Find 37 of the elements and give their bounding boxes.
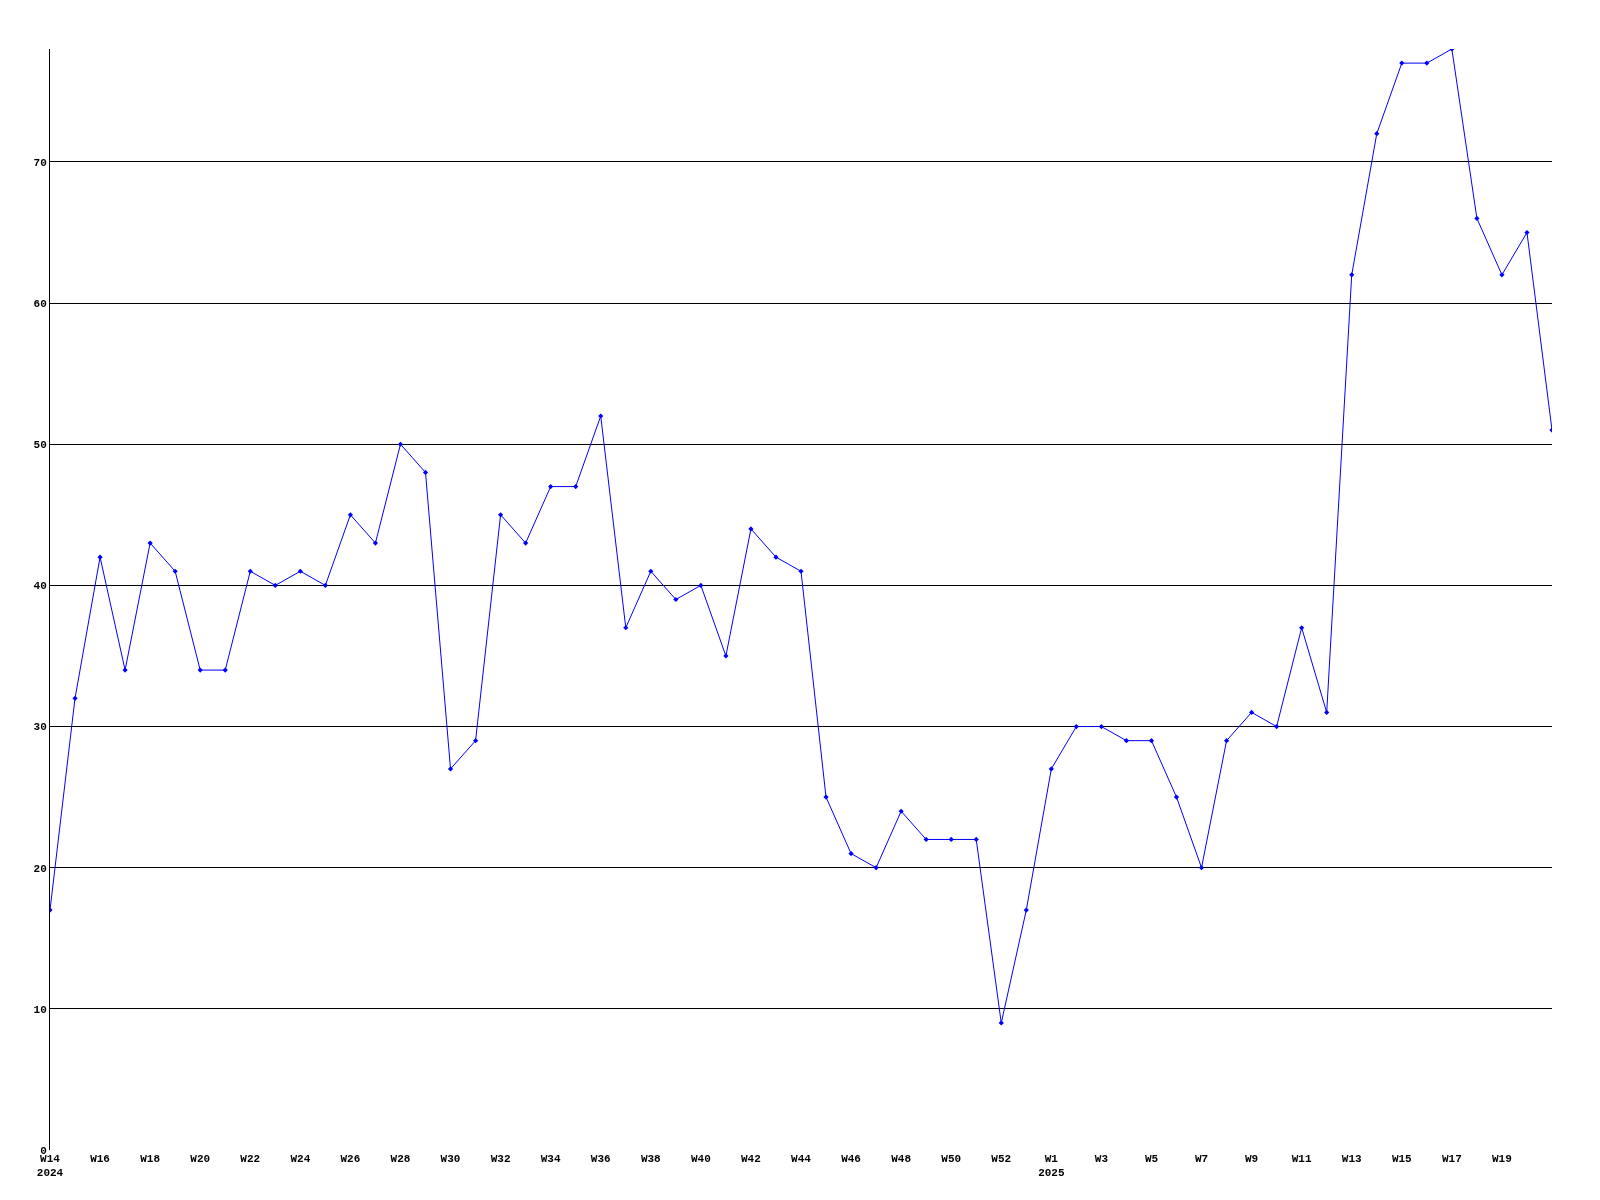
x-tick-label: W9 xyxy=(1245,1153,1259,1165)
x-tick-label: W48 xyxy=(891,1153,912,1165)
x-tick-label: W5 xyxy=(1144,1153,1159,1165)
x-tick-label: W19 xyxy=(1492,1153,1512,1165)
x-tick-label: W46 xyxy=(841,1153,861,1165)
x-tick-label: W13 xyxy=(1341,1153,1363,1165)
x-tick-label: W17 xyxy=(1441,1153,1462,1165)
y-tick-label: 30 xyxy=(33,721,47,734)
x-tick-label: W7 xyxy=(1194,1153,1209,1165)
x-tick-label: W11 xyxy=(1291,1153,1312,1165)
x-tick-label: W36 xyxy=(590,1153,611,1165)
x-tick-label: W28 xyxy=(390,1153,411,1165)
x-tick-label: W1 2025 xyxy=(1038,1153,1065,1180)
x-tick-label: W44 xyxy=(791,1153,812,1165)
y-tick-label: 40 xyxy=(33,580,47,593)
y-tick-label: 20 xyxy=(33,862,47,875)
x-tick-label: W42 xyxy=(741,1153,761,1165)
x-tick-label: W32 xyxy=(490,1153,511,1165)
x-tick-label: W20 xyxy=(190,1153,211,1165)
x-tick-label: W52 xyxy=(991,1153,1012,1165)
x-tick-label: W18 xyxy=(140,1153,161,1165)
x-tick-label: W15 xyxy=(1391,1153,1413,1165)
x-tick-label: W50 xyxy=(941,1153,962,1165)
x-tick-label: W38 xyxy=(640,1153,662,1165)
x-tick-label: W40 xyxy=(690,1153,711,1165)
x-tick-label: W34 xyxy=(540,1153,561,1165)
y-tick-label: 50 xyxy=(33,439,47,452)
x-tick-label: W22 xyxy=(240,1153,261,1165)
y-tick-label: 70 xyxy=(33,156,47,169)
x-tick-label: W3 xyxy=(1094,1153,1109,1165)
x-tick-label: W26 xyxy=(340,1153,361,1165)
x-tick-label: W24 xyxy=(290,1153,311,1165)
x-tick-label: W14 2024 xyxy=(36,1153,64,1180)
y-tick-label: 60 xyxy=(33,297,47,310)
x-tick-label: W16 xyxy=(90,1153,110,1165)
x-tick-label: W30 xyxy=(440,1153,461,1165)
y-tick-label: 10 xyxy=(33,1003,47,1016)
